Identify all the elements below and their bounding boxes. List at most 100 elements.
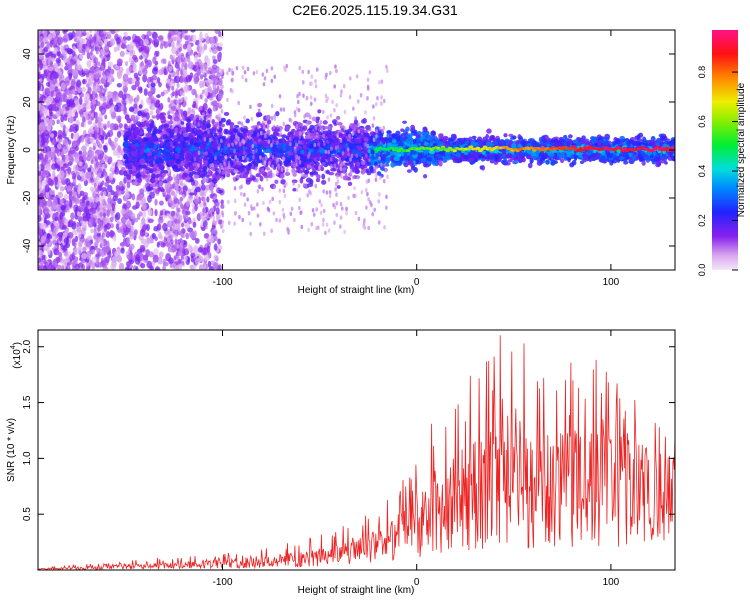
heatmap-cell — [104, 181, 109, 187]
heatmap-cell — [90, 228, 94, 234]
heatmap-cell — [128, 65, 132, 73]
heatmap-cell — [182, 255, 188, 262]
chart-title: C2E6.2025.115.19.34.G31 — [292, 2, 458, 18]
heatmap-cell — [112, 195, 118, 202]
heatmap-cell — [56, 51, 61, 57]
heatmap-cell — [181, 194, 185, 200]
heatmap-cell — [71, 50, 76, 57]
heatmap-cell — [72, 195, 76, 202]
heatmap-cell — [181, 228, 185, 234]
heatmap-cell — [82, 246, 87, 253]
heatmap-cell — [159, 210, 164, 216]
heatmap-cell — [85, 45, 90, 54]
heatmap-cell — [97, 154, 101, 160]
heatmap-cell — [54, 82, 60, 87]
heatmap-cell — [93, 74, 97, 80]
heatmap-cell — [74, 145, 79, 152]
heatmap-cell — [173, 229, 177, 235]
heatmap-cell — [90, 46, 94, 52]
heatmap-cell — [111, 261, 117, 268]
heatmap-cell — [167, 60, 171, 66]
heatmap-cell — [96, 248, 100, 254]
heatmap-cell — [85, 241, 92, 248]
heatmap-cell — [98, 40, 102, 46]
heatmap-cell — [53, 47, 58, 53]
heatmap-cell — [43, 217, 47, 225]
heatmap-cell — [134, 80, 140, 88]
heatmap-cell — [213, 254, 219, 261]
heatmap-cell — [107, 156, 113, 165]
heatmap-cell — [180, 69, 184, 75]
heatmap-cell — [123, 31, 128, 37]
heatmap-cell — [146, 30, 152, 37]
heatmap-cell — [190, 255, 194, 263]
heatmap-cell — [220, 203, 225, 210]
heatmap-cell — [79, 53, 84, 60]
heatmap-cell — [39, 96, 43, 102]
heatmap-cell — [73, 241, 77, 248]
heatmap-cell — [168, 81, 172, 87]
heatmap-cell — [208, 79, 214, 84]
heatmap-cell — [187, 43, 192, 51]
heatmap-cell — [138, 87, 143, 94]
heatmap-cell — [162, 258, 167, 267]
heatmap-cell — [208, 235, 214, 243]
heatmap-cell — [103, 227, 107, 233]
heatmap-cell — [199, 46, 205, 54]
heatmap-cell — [103, 190, 107, 196]
heatmap-cell — [77, 64, 83, 71]
heatmap-cell — [97, 205, 101, 211]
heatmap-cell — [124, 60, 129, 67]
heatmap-cell — [122, 232, 126, 238]
heatmap-cell — [177, 251, 181, 257]
heatmap-cell — [89, 207, 93, 213]
heatmap-cell — [74, 98, 79, 106]
heatmap-cell — [151, 74, 158, 81]
heatmap-cell — [152, 56, 157, 64]
heatmap-plot — [38, 30, 675, 270]
heatmap-cell — [217, 79, 223, 86]
heatmap-cell — [157, 35, 164, 41]
heatmap-cell — [187, 243, 192, 252]
heatmap-cell — [112, 90, 118, 96]
heatmap-cell — [86, 252, 90, 260]
heatmap-cell — [68, 73, 73, 81]
heatmap-cell — [101, 138, 105, 144]
heatmap-cell — [90, 202, 94, 208]
heatmap-cell — [60, 186, 65, 192]
heatmap-cell — [89, 66, 93, 72]
heatmap-cell — [53, 227, 58, 234]
heatmap-cell — [84, 135, 91, 144]
heatmap-cell — [141, 239, 146, 245]
heatmap-cell — [186, 56, 191, 63]
heatmap-cell — [103, 256, 110, 264]
heatmap-cell — [180, 57, 184, 63]
heatmap-cell — [68, 199, 73, 208]
heatmap-cell — [101, 260, 105, 266]
heatmap-cell — [106, 120, 111, 129]
heatmap-cell — [39, 105, 43, 114]
heatmap-cell — [86, 51, 91, 60]
heatmap-cell — [77, 232, 82, 239]
heatmap-cell — [44, 207, 50, 215]
heatmap-cell — [122, 213, 129, 219]
heatmap-cell — [157, 256, 163, 265]
heatmap-cell — [210, 43, 215, 48]
heatmap-cell — [197, 52, 202, 58]
heatmap-cell — [206, 196, 210, 203]
heatmap-cell — [49, 189, 56, 196]
heatmap-cell — [170, 239, 174, 245]
heatmap-cell — [46, 199, 52, 208]
heatmap-cell — [143, 108, 149, 114]
heatmap-cell — [138, 104, 143, 109]
heatmap-cell — [210, 101, 216, 106]
heatmap-cell — [106, 132, 111, 138]
heatmap-cell — [174, 93, 178, 99]
heatmap-cell — [59, 198, 64, 205]
heatmap-cell — [46, 41, 50, 50]
heatmap-cell — [62, 146, 69, 154]
heatmap-cell — [97, 201, 101, 207]
heatmap-cell — [223, 111, 230, 116]
heatmap-cell — [60, 94, 66, 103]
heatmap-cell — [47, 58, 51, 66]
